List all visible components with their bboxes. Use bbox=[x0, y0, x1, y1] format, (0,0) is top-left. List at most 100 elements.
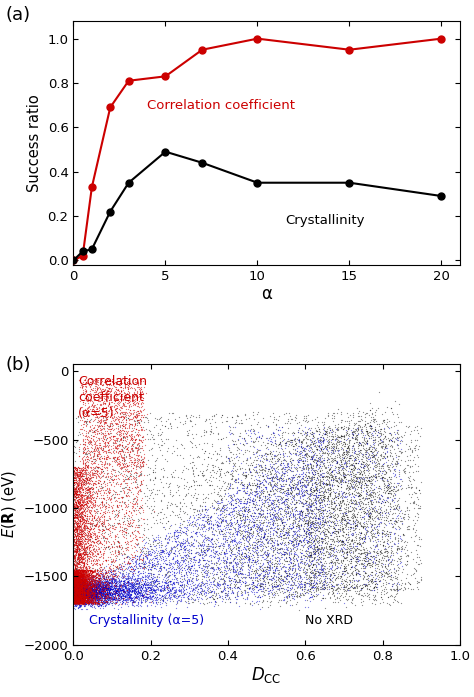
Point bbox=[137, 512, 145, 523]
Point bbox=[335, 423, 342, 434]
Point bbox=[353, 487, 361, 498]
Point bbox=[388, 580, 396, 591]
Point bbox=[78, 529, 86, 540]
Point bbox=[87, 493, 95, 505]
Point bbox=[85, 579, 92, 590]
Point bbox=[285, 459, 292, 470]
Point bbox=[75, 595, 83, 606]
Point bbox=[317, 545, 324, 556]
Point bbox=[86, 577, 94, 588]
Point bbox=[336, 504, 343, 515]
Point bbox=[77, 568, 85, 579]
Point bbox=[392, 539, 399, 550]
Point bbox=[73, 578, 80, 589]
Point bbox=[339, 468, 346, 479]
Point bbox=[71, 589, 79, 600]
Point bbox=[80, 572, 88, 583]
Point bbox=[387, 540, 395, 551]
Point bbox=[147, 578, 155, 589]
Point bbox=[71, 490, 79, 501]
Point bbox=[73, 567, 80, 579]
Point bbox=[107, 587, 115, 598]
Point bbox=[365, 547, 372, 558]
Point bbox=[76, 596, 83, 607]
Point bbox=[101, 582, 109, 593]
Point bbox=[102, 434, 110, 445]
Point bbox=[84, 583, 91, 594]
Point bbox=[256, 475, 264, 487]
Point bbox=[73, 595, 81, 606]
Point bbox=[106, 432, 113, 443]
Point bbox=[201, 560, 208, 572]
Point bbox=[145, 592, 153, 604]
Point bbox=[107, 549, 115, 560]
Point bbox=[243, 528, 251, 539]
Point bbox=[94, 463, 102, 474]
Point bbox=[277, 458, 284, 469]
Point bbox=[142, 595, 149, 606]
Point bbox=[142, 583, 150, 594]
Point bbox=[101, 589, 109, 600]
Point bbox=[274, 510, 282, 521]
Point bbox=[378, 418, 386, 429]
Point bbox=[75, 575, 82, 586]
Point bbox=[107, 415, 115, 427]
Point bbox=[74, 576, 82, 588]
Point bbox=[81, 511, 88, 522]
Point bbox=[347, 553, 355, 565]
Point bbox=[70, 581, 77, 592]
Point bbox=[180, 592, 188, 603]
Point bbox=[351, 531, 358, 542]
Point bbox=[349, 552, 357, 563]
Point bbox=[288, 460, 295, 471]
Point bbox=[293, 512, 301, 523]
Point bbox=[370, 484, 377, 496]
Point bbox=[300, 520, 307, 531]
Point bbox=[85, 548, 92, 559]
Point bbox=[272, 567, 279, 579]
Point bbox=[106, 487, 114, 498]
Point bbox=[176, 579, 183, 590]
Point bbox=[91, 581, 99, 592]
Point bbox=[126, 583, 134, 594]
Point bbox=[213, 498, 221, 509]
Point bbox=[128, 581, 136, 592]
Point bbox=[79, 595, 86, 606]
Point bbox=[341, 585, 348, 596]
Point bbox=[105, 530, 113, 542]
Point bbox=[96, 475, 104, 487]
Point bbox=[313, 530, 321, 541]
Point bbox=[253, 587, 261, 598]
Point bbox=[110, 593, 118, 604]
Point bbox=[261, 496, 269, 507]
Point bbox=[379, 436, 386, 447]
Point bbox=[87, 429, 95, 441]
Point bbox=[71, 591, 78, 602]
Point bbox=[72, 592, 80, 603]
Point bbox=[100, 535, 108, 546]
Point bbox=[226, 592, 233, 603]
Point bbox=[107, 519, 114, 530]
Point bbox=[245, 551, 253, 562]
Point bbox=[74, 596, 82, 607]
Point bbox=[328, 442, 336, 453]
Point bbox=[164, 592, 171, 604]
Point bbox=[345, 488, 353, 499]
Point bbox=[267, 501, 274, 512]
Point bbox=[248, 548, 255, 559]
Point bbox=[86, 581, 93, 592]
Point bbox=[235, 542, 243, 553]
Point bbox=[85, 505, 93, 516]
Point bbox=[319, 526, 327, 537]
Point bbox=[280, 539, 288, 551]
Point bbox=[75, 466, 82, 477]
Point bbox=[353, 464, 360, 475]
Point bbox=[85, 568, 93, 579]
Point bbox=[346, 465, 354, 476]
Point bbox=[87, 588, 95, 599]
Point bbox=[84, 589, 91, 600]
Point bbox=[219, 534, 227, 545]
Point bbox=[79, 558, 87, 569]
Point bbox=[73, 579, 81, 590]
Point bbox=[382, 562, 389, 573]
